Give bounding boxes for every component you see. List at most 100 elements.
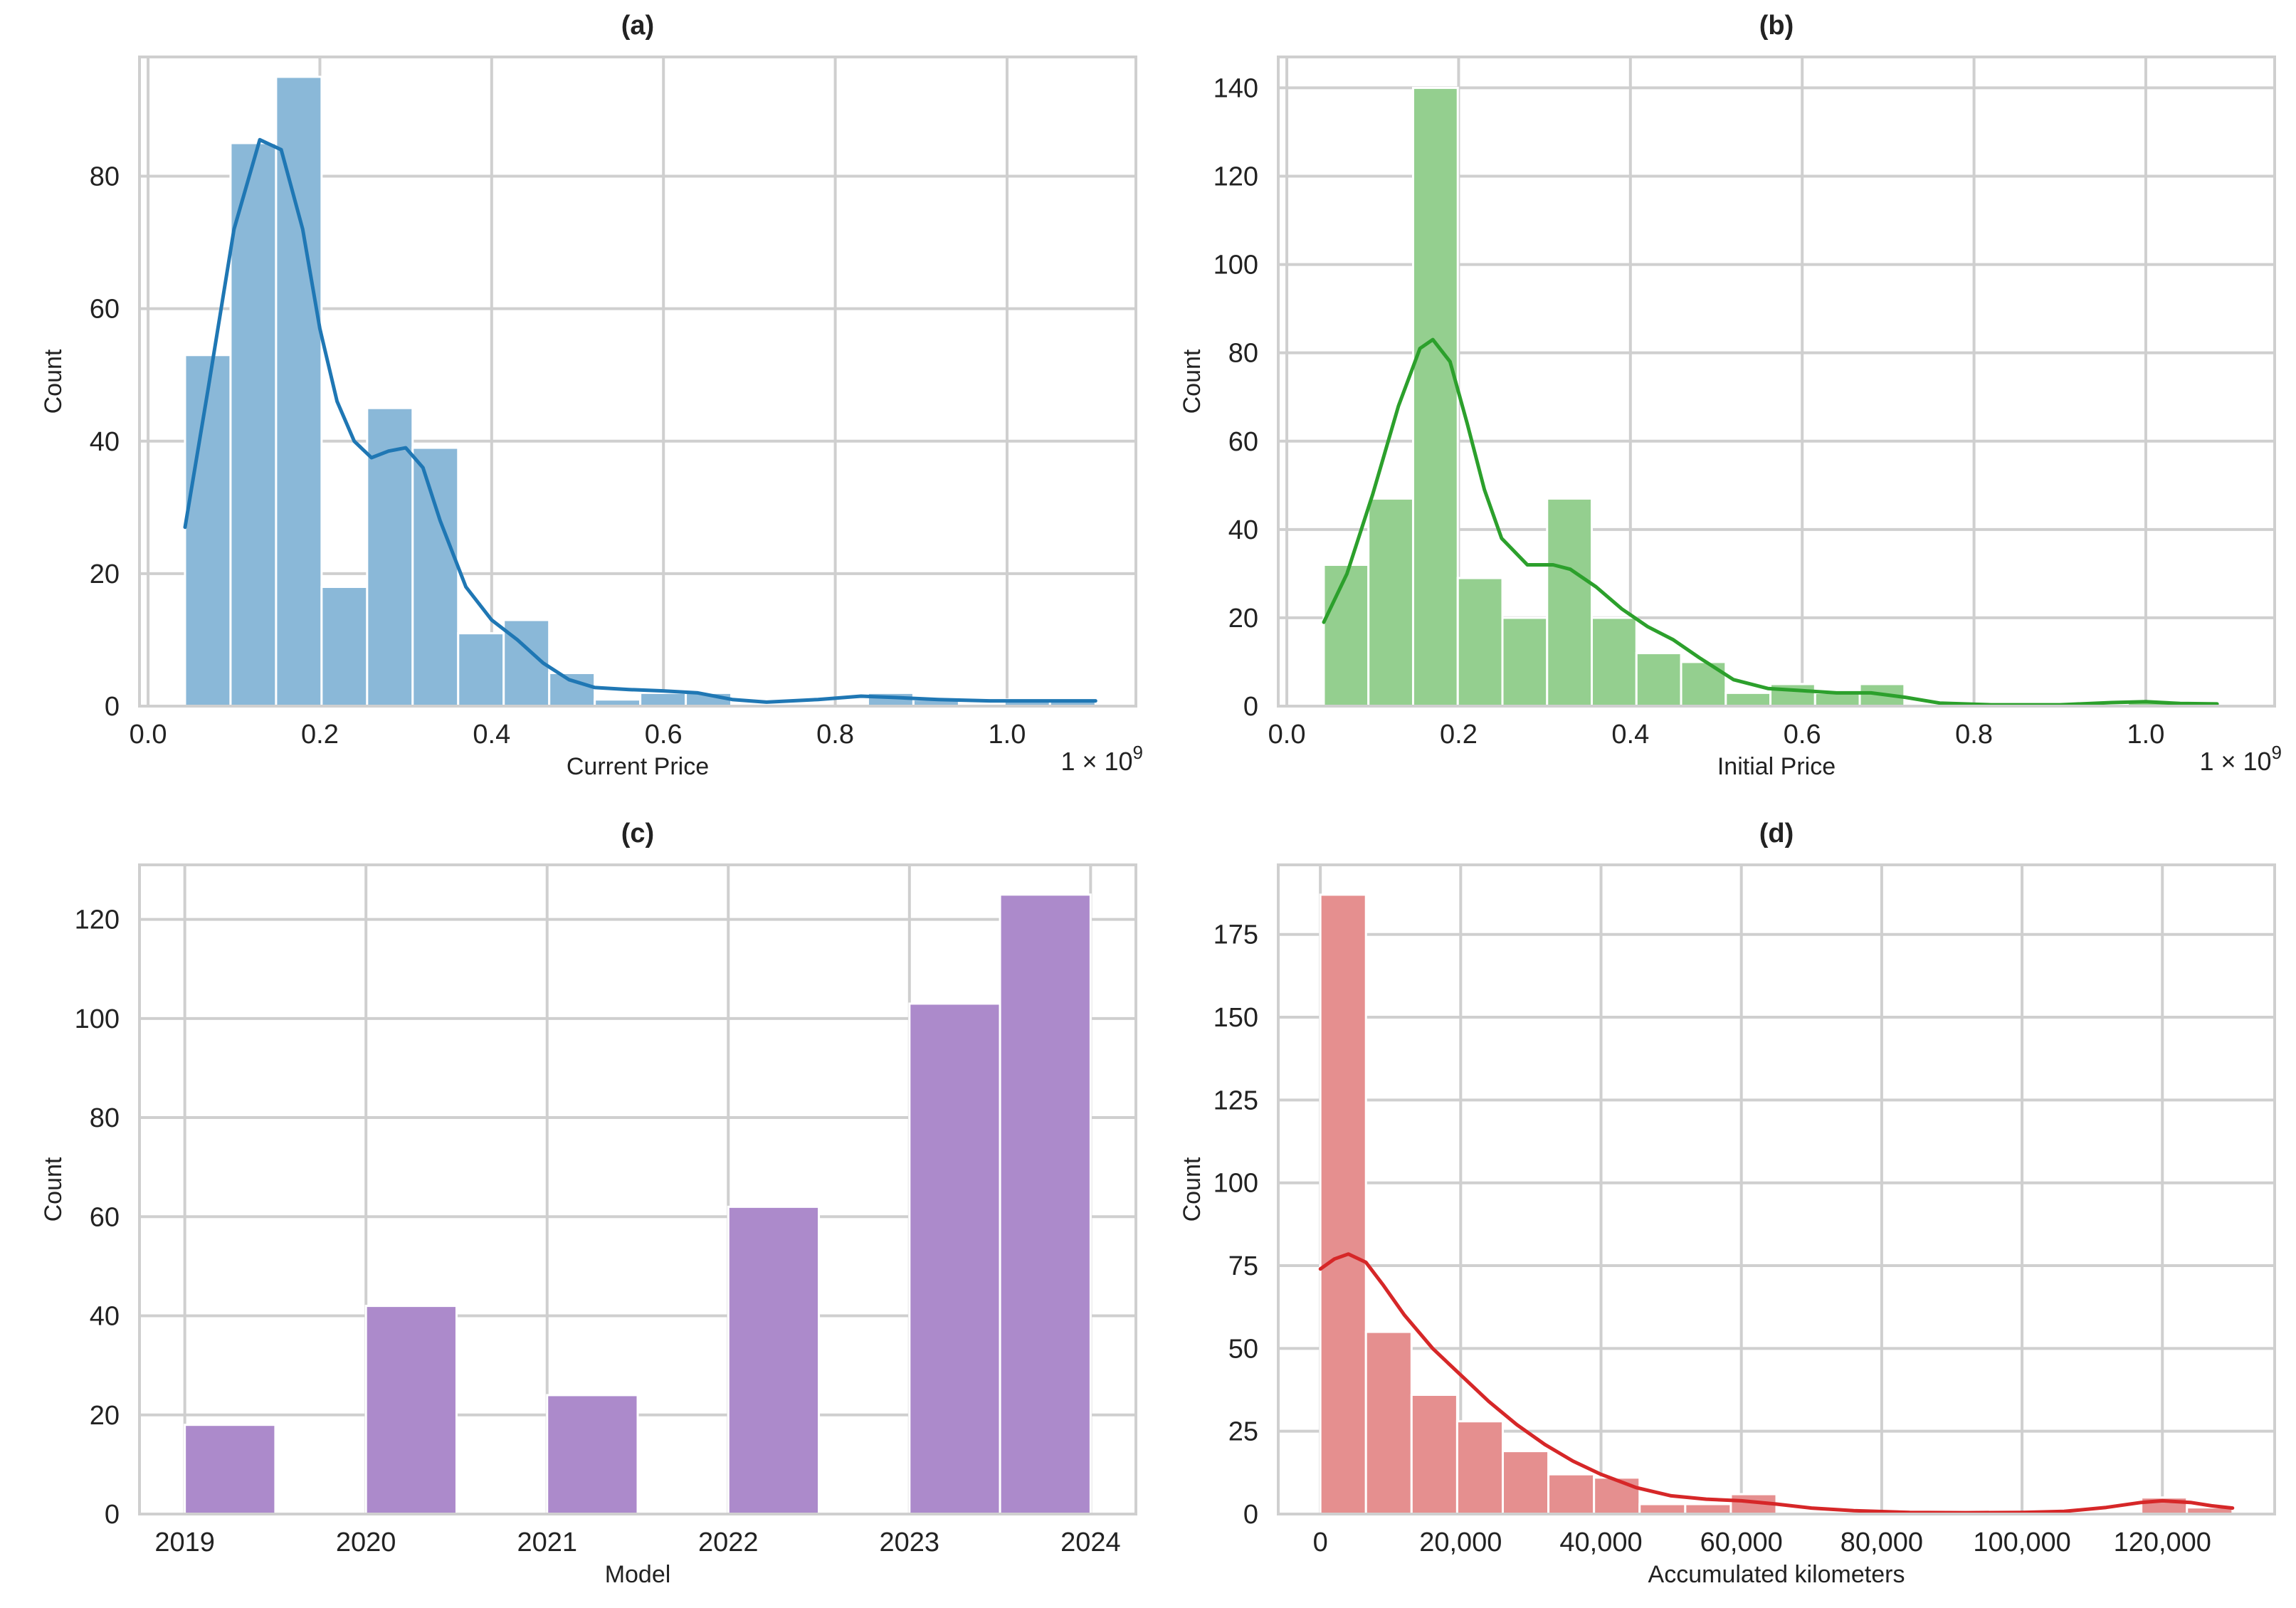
y-tick-label: 0 [1243,1500,1258,1530]
x-tick-label: 60,000 [1700,1528,1783,1557]
panel-a: 0.0 0.2 0.4 0.6 0.8 1.0 0 20 40 60 80 (a) Current Pr… [40,11,1143,780]
y-tick-label: 175 [1213,920,1258,950]
histogram-bar [1322,563,1370,708]
panel-title: (d) [1759,819,1794,848]
histogram-bar [1319,893,1367,1515]
x-tick-label: 1.0 [989,720,1026,750]
x-scale-exponent: 9 [2272,742,2282,763]
y-tick-label: 100 [1213,1169,1258,1199]
x-tick-label: 0.6 [1784,720,1821,750]
x-tick-label: 100,000 [1973,1528,2070,1557]
histogram-bar [1591,616,1638,708]
histogram-bar [546,1394,639,1515]
histogram-bar [320,585,369,708]
x-tick-label: 0.8 [816,720,854,750]
x-scale-exponent: 9 [1133,742,1143,763]
y-tick-label: 20 [90,559,120,589]
histogram-bar [1684,1503,1732,1515]
y-tick-label: 20 [1228,604,1258,634]
y-axis-label: Count [1179,349,1206,414]
y-tick-label: 120 [1213,162,1258,192]
histogram-bar [275,75,323,708]
histogram-bar [548,671,596,708]
x-tick-label: 0.2 [1440,720,1478,750]
histogram-bar [366,406,414,708]
kde-curve [1318,1252,2235,1515]
x-scale-base: 1 × 10 [1060,747,1132,776]
y-tick-label: 0 [105,692,120,722]
histogram-bar [364,1305,458,1515]
x-tick-label: 0.6 [645,720,683,750]
x-scale-offset-label: 1 × 109 [1060,742,1143,776]
plot-frame [1277,863,2276,1515]
y-tick-label: 20 [90,1401,120,1431]
y-tick-label: 0 [1243,692,1258,722]
y-tick-label: 125 [1213,1086,1258,1115]
x-tick-label: 2023 [880,1528,940,1557]
y-tick-label: 40 [90,1302,120,1332]
panel-b: 0.0 0.2 0.4 0.6 0.8 1.0 0 20 40 60 80 100 120 140 (b) I… [1179,11,2282,780]
x-axis-label: Model [605,1561,671,1588]
histogram-bar [639,691,688,708]
x-tick-label: 0.8 [1955,720,1993,750]
y-tick-label: 60 [1228,427,1258,457]
x-tick-label: 2021 [517,1528,577,1557]
histogram-bar [1546,497,1594,708]
x-tick-label: 20,000 [1419,1528,1502,1557]
x-tick-label: 0.0 [1268,720,1306,750]
histogram-bar [1410,1393,1458,1515]
x-tick-label: 0.4 [1611,720,1649,750]
plot-frame [1277,56,2276,708]
histogram-bar [1635,652,1682,708]
panel-title: (c) [621,819,654,848]
x-tick-label: 1.0 [2127,720,2165,750]
histogram-bar [1724,691,1772,708]
x-axis-label: Current Price [567,753,709,780]
x-tick-label: 0.4 [473,720,510,750]
histogram-bar [1367,497,1414,708]
y-tick-label: 100 [1213,251,1258,280]
x-axis-label: Initial Price [1717,753,1836,780]
y-tick-label: 40 [90,427,120,457]
x-tick-label: 2019 [154,1528,215,1557]
histogram-bar [1501,616,1549,708]
panel-title: (a) [621,11,654,41]
y-tick-label: 140 [1213,73,1258,103]
y-tick-label: 100 [75,1004,120,1034]
y-tick-label: 120 [75,905,120,935]
histogram-bar [1638,1503,1687,1515]
histogram-bar [727,1205,821,1515]
y-tick-label: 80 [1228,339,1258,369]
histogram-bar [1813,691,1861,708]
histogram-bar [1547,1473,1596,1515]
histogram-bar [184,354,232,708]
y-tick-label: 80 [90,1103,120,1133]
y-tick-label: 25 [1228,1417,1258,1447]
panel-c: 2019 2020 2021 2022 2023 2024 0 20 40 60 80 100 120 (… [40,819,1137,1588]
y-tick-label: 0 [105,1500,120,1530]
y-tick-label: 50 [1228,1334,1258,1364]
x-tick-label: 0.2 [301,720,339,750]
histogram-bar [411,446,460,708]
x-scale-base: 1 × 10 [2199,747,2271,776]
histogram-bar [908,1002,1001,1515]
y-axis-label: Count [1179,1157,1206,1221]
histogram-bar [1411,86,1459,708]
x-tick-label: 2022 [698,1528,759,1557]
x-tick-label: 0.0 [130,720,167,750]
plot-frame [138,863,1137,1515]
kde-curve [183,137,1097,704]
plot-frame [138,56,1137,708]
y-tick-label: 80 [90,162,120,192]
histogram-bar [1501,1450,1550,1515]
x-tick-label: 120,000 [2114,1528,2211,1557]
y-tick-label: 40 [1228,515,1258,545]
y-tick-label: 150 [1213,1003,1258,1033]
y-axis-label: Count [40,1157,67,1221]
x-tick-label: 2024 [1060,1528,1121,1557]
x-axis-label: Accumulated kilometers [1648,1561,1905,1588]
histogram-bar [229,142,278,708]
x-tick-label: 40,000 [1559,1528,1642,1557]
histogram-bar [184,1424,277,1515]
